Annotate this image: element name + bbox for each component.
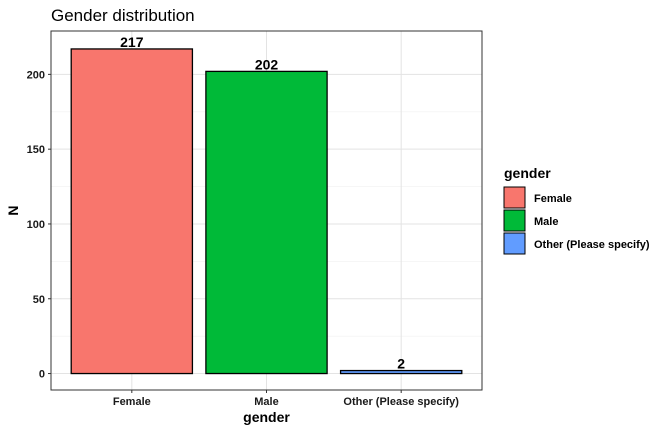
legend: gender Female Male Other (Please specify) (503, 165, 650, 255)
y-tick-label: 50 (33, 294, 45, 306)
x-axis: Female Male Other (Please specify) (113, 390, 459, 408)
bar-other-please-specify (339, 369, 463, 375)
x-tick-label: Male (254, 396, 278, 408)
bar-male (205, 70, 328, 375)
x-axis-title: gender (243, 409, 290, 425)
x-tick-label: Other (Please specify) (343, 396, 459, 408)
legend-label: Female (534, 193, 572, 205)
bars (70, 48, 463, 375)
legend-key (503, 209, 526, 232)
y-tick-label: 100 (27, 219, 45, 231)
data-label: 202 (255, 56, 279, 72)
data-labels: 217 202 2 (120, 34, 405, 372)
legend-key (503, 186, 526, 209)
x-tick-label: Female (113, 396, 151, 408)
y-tick-label: 0 (39, 369, 45, 381)
legend-title: gender (504, 165, 551, 181)
data-label: 217 (120, 34, 144, 50)
y-tick-label: 200 (27, 69, 45, 81)
y-axis: 0 50 100 150 200 (27, 69, 51, 381)
data-label: 2 (397, 356, 405, 372)
y-axis-title: N (5, 205, 21, 215)
chart-title: Gender distribution (51, 6, 195, 25)
legend-label: Male (534, 216, 558, 228)
y-tick-label: 150 (27, 144, 45, 156)
legend-label: Other (Please specify) (534, 239, 650, 251)
bar-female (70, 48, 194, 375)
legend-key (503, 232, 526, 255)
